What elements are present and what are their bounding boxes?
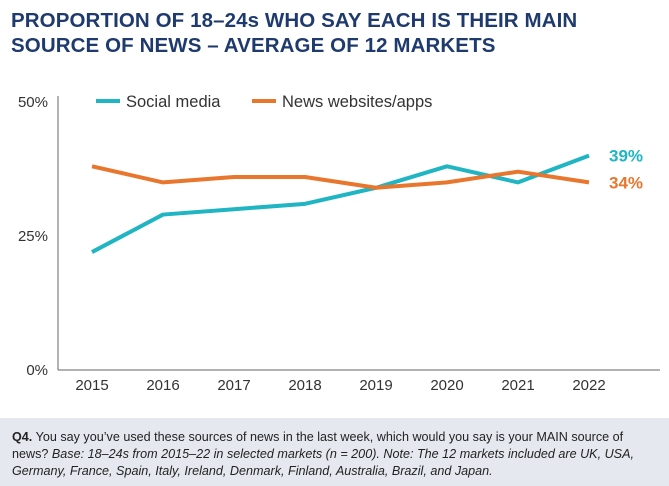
base-note: Base: 18–24s from 2015–22 in selected ma… xyxy=(12,447,634,478)
x-tick-label-2018: 2018 xyxy=(288,377,321,394)
x-tick-label-2020: 2020 xyxy=(430,377,463,394)
x-tick-label-2019: 2019 xyxy=(359,377,392,394)
x-tick-label-2016: 2016 xyxy=(146,377,179,394)
line-chart: 0% 25% 50% 2015 2016 2017 2018 2019 2020 2021 202… xyxy=(18,93,660,394)
chart-title: PROPORTION OF 18–24s WHO SAY EACH IS THE… xyxy=(11,8,651,58)
series-line-news-websites-apps xyxy=(91,164,590,190)
y-tick-label-25: 25% xyxy=(18,228,48,245)
y-tick-label-50: 50% xyxy=(18,94,48,111)
question-label: Q4. xyxy=(12,430,33,444)
chart-title-line-2: SOURCE OF NEWS – AVERAGE OF 12 MARKETS xyxy=(11,34,496,57)
question-text: You say you’ve used these sources of new… xyxy=(12,430,624,461)
legend-label-social-media: Social media xyxy=(126,93,221,111)
end-label-social-media: 39% xyxy=(609,147,643,166)
legend-label-news-websites-apps: News websites/apps xyxy=(282,93,432,111)
x-tick-label-2017: 2017 xyxy=(217,377,250,394)
y-tick-label-0: 0% xyxy=(26,362,48,379)
end-label-news-websites-apps: 34% xyxy=(609,173,643,192)
x-tick-label-2021: 2021 xyxy=(501,377,534,394)
x-tick-label-2015: 2015 xyxy=(75,377,108,394)
footnote: Q4. You say you’ve used these sources of… xyxy=(0,418,669,486)
chart-title-line-1: PROPORTION OF 18–24s WHO SAY EACH IS THE… xyxy=(11,9,578,32)
x-tick-label-2022: 2022 xyxy=(572,377,605,394)
series-line-social-media xyxy=(91,153,590,254)
